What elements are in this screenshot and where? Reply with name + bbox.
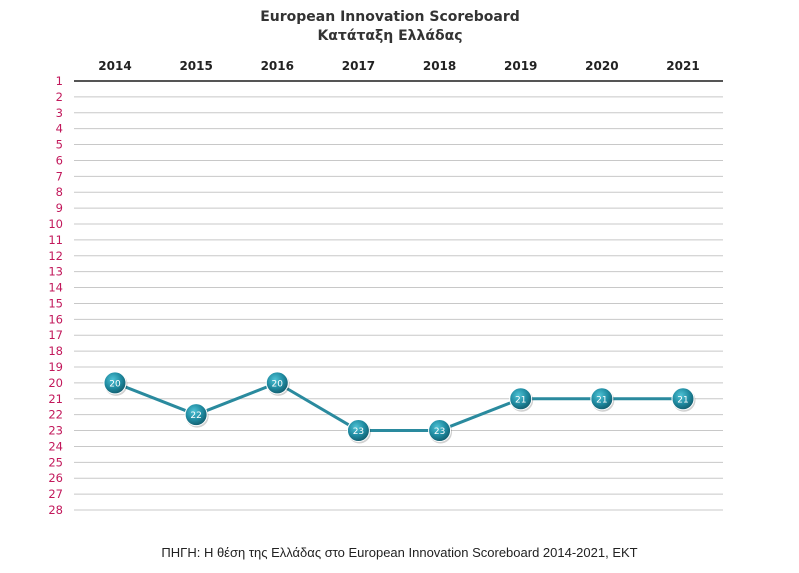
y-tick-label: 8: [56, 185, 63, 199]
x-tick-label: 2020: [585, 59, 618, 73]
y-tick-label: 4: [56, 122, 63, 136]
data-point: [428, 419, 452, 443]
y-tick-label: 25: [48, 455, 63, 469]
data-point: [346, 419, 370, 443]
x-tick-label: 2016: [261, 59, 294, 73]
y-tick-label: 24: [48, 439, 63, 453]
x-tick-label: 2018: [423, 59, 456, 73]
y-tick-label: 27: [48, 487, 63, 501]
y-tick-label: 9: [56, 201, 63, 215]
chart-title: European Innovation Scoreboard: [260, 9, 520, 25]
series-line: [114, 381, 683, 433]
y-tick-label: 26: [48, 471, 63, 485]
y-tick-label: 18: [48, 344, 63, 358]
y-tick-label: 13: [48, 265, 63, 279]
y-tick-label: 10: [48, 217, 63, 231]
y-tick-label: 22: [48, 408, 63, 422]
y-tick-label: 6: [56, 153, 63, 167]
data-label: 21: [677, 395, 688, 405]
x-tick-label: 2017: [342, 59, 375, 73]
data-label: 22: [190, 411, 201, 421]
y-tick-label: 7: [56, 169, 63, 183]
data-point: [509, 387, 533, 411]
data-label: 21: [596, 395, 607, 405]
x-tick-label: 2014: [98, 59, 131, 73]
x-tick-label: 2015: [179, 59, 212, 73]
x-tick-label: 2019: [504, 59, 537, 73]
y-tick-label: 15: [48, 296, 63, 310]
data-label: 20: [272, 379, 284, 389]
data-point: [103, 371, 127, 395]
x-tick-label: 2021: [666, 59, 699, 73]
series-path: [114, 381, 683, 433]
data-point: [590, 387, 614, 411]
data-label: 20: [109, 379, 121, 389]
data-label: 21: [515, 395, 526, 405]
y-tick-label: 23: [48, 424, 63, 438]
y-tick-label: 14: [48, 281, 63, 295]
y-tick-label: 2: [56, 90, 63, 104]
chart-subtitle: Κατάταξη Ελλάδας: [317, 28, 463, 44]
y-tick-label: 16: [48, 312, 63, 326]
source-note: ΠΗΓΗ: Η θέση της Ελλάδας στο European In…: [161, 545, 638, 560]
y-tick-label: 19: [48, 360, 63, 374]
data-point: [671, 387, 695, 411]
series-markers: 20 22 20 23 23 21 21 21: [103, 371, 696, 444]
y-tick-label: 28: [48, 503, 63, 517]
data-point: [184, 403, 208, 427]
data-label: 23: [353, 427, 364, 437]
y-tick-label: 17: [48, 328, 63, 342]
y-tick-label: 3: [56, 106, 63, 120]
y-tick-label: 20: [48, 376, 63, 390]
y-tick-label: 12: [48, 249, 63, 263]
data-label: 23: [434, 427, 445, 437]
grid-lines: [74, 80, 723, 511]
y-axis-ticks: 1234567891011121314151617181920212223242…: [48, 74, 63, 517]
y-tick-label: 5: [56, 138, 63, 152]
y-tick-label: 11: [48, 233, 63, 247]
x-axis-ticks: 2014 2015 2016 2017 2018 2019 2020 2021: [98, 59, 699, 73]
y-tick-label: 1: [56, 74, 63, 88]
y-tick-label: 21: [48, 392, 63, 406]
data-point: [265, 371, 289, 395]
